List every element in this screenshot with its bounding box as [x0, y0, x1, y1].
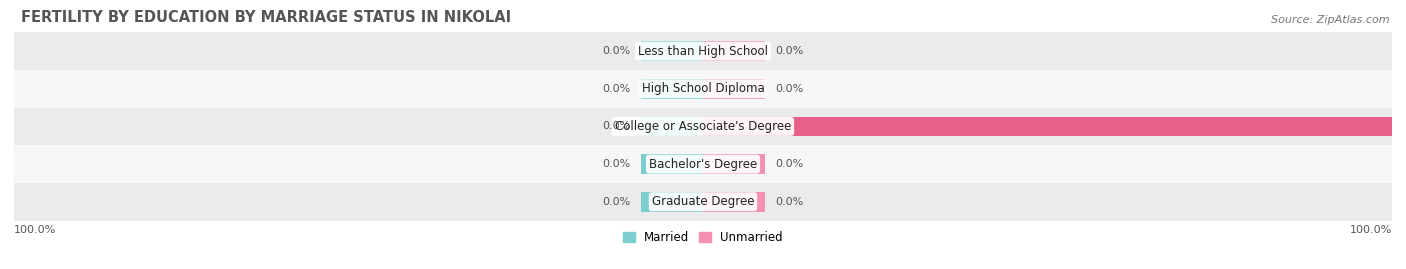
Bar: [14, 32, 1392, 70]
Text: 0.0%: 0.0%: [602, 159, 631, 169]
Text: Bachelor's Degree: Bachelor's Degree: [650, 158, 756, 171]
Bar: [641, 41, 703, 61]
Text: 100.0%: 100.0%: [14, 225, 56, 235]
Bar: [641, 117, 703, 136]
Text: 0.0%: 0.0%: [602, 84, 631, 94]
Text: Graduate Degree: Graduate Degree: [652, 195, 754, 208]
Text: 0.0%: 0.0%: [775, 84, 804, 94]
Text: 100.0%: 100.0%: [1350, 225, 1392, 235]
Bar: [14, 108, 1392, 145]
Bar: [641, 79, 703, 98]
Bar: [14, 145, 1392, 183]
Legend: Married, Unmarried: Married, Unmarried: [619, 226, 787, 249]
Text: 100.0%: 100.0%: [1402, 121, 1406, 132]
Bar: [641, 154, 703, 174]
Bar: [703, 117, 1392, 136]
Text: 0.0%: 0.0%: [775, 46, 804, 56]
Text: FERTILITY BY EDUCATION BY MARRIAGE STATUS IN NIKOLAI: FERTILITY BY EDUCATION BY MARRIAGE STATU…: [21, 10, 510, 25]
Text: 0.0%: 0.0%: [775, 197, 804, 207]
Text: 0.0%: 0.0%: [775, 159, 804, 169]
Bar: [14, 70, 1392, 108]
Bar: [14, 183, 1392, 221]
Bar: [703, 192, 765, 211]
Text: College or Associate's Degree: College or Associate's Degree: [614, 120, 792, 133]
Text: 0.0%: 0.0%: [602, 46, 631, 56]
Text: Source: ZipAtlas.com: Source: ZipAtlas.com: [1271, 15, 1389, 25]
Bar: [703, 154, 765, 174]
Text: 0.0%: 0.0%: [602, 197, 631, 207]
Text: Less than High School: Less than High School: [638, 45, 768, 58]
Bar: [641, 192, 703, 211]
Bar: [703, 79, 765, 98]
Text: High School Diploma: High School Diploma: [641, 82, 765, 95]
Text: 0.0%: 0.0%: [602, 121, 631, 132]
Bar: [703, 41, 765, 61]
